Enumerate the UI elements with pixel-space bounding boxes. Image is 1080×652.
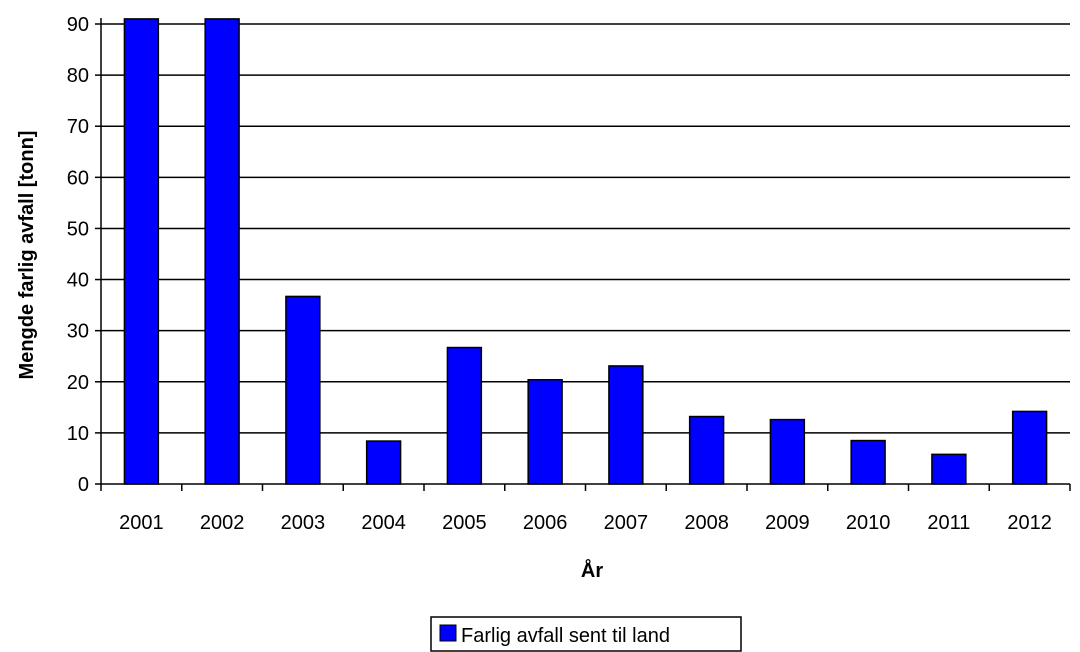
legend: Farlig avfall sent til land — [430, 616, 742, 652]
y-tick-label: 80 — [67, 65, 89, 87]
gridlines — [101, 23, 1070, 434]
x-tick-label: 2012 — [1007, 512, 1052, 534]
bar — [608, 365, 644, 485]
y-tick-label: 90 — [67, 14, 89, 36]
x-axis-title: År — [581, 558, 603, 582]
y-tick-label: 60 — [67, 167, 89, 189]
bar — [365, 440, 402, 485]
bar — [1011, 410, 1048, 485]
bar — [285, 295, 321, 485]
x-tick-label: 2002 — [200, 512, 245, 534]
y-tick-label: 70 — [67, 116, 89, 138]
bar — [931, 453, 967, 485]
bar — [850, 439, 886, 485]
bar — [446, 346, 483, 485]
y-axis-title: Mengde farlig avfall [tonn] — [16, 131, 38, 380]
x-tick-labels: 2001 2002 2003 2004 2005 2006 2007 2008 2009 2010… — [119, 512, 1052, 534]
bar — [688, 415, 725, 485]
legend-swatch — [439, 624, 457, 642]
x-tick-label: 2009 — [765, 512, 810, 534]
y-tick-label: 50 — [67, 218, 89, 240]
x-tick-label: 2003 — [281, 512, 326, 534]
x-tick-label: 2004 — [361, 512, 406, 534]
y-tick-label: 40 — [67, 270, 89, 292]
x-tick-label: 2010 — [846, 512, 891, 534]
y-tick-label: 20 — [67, 372, 89, 394]
x-tick-label: 2006 — [523, 512, 568, 534]
x-tick-label: 2007 — [604, 512, 649, 534]
bar — [769, 418, 806, 485]
y-tick-label: 0 — [78, 474, 89, 496]
y-tick-labels: 0 10 20 30 40 50 60 70 80 90 — [67, 14, 89, 496]
x-tick-label: 2005 — [442, 512, 487, 534]
axes — [95, 18, 1071, 491]
y-tick-label: 10 — [67, 423, 89, 445]
x-tick-label: 2011 — [927, 512, 970, 534]
x-tick-label: 2008 — [684, 512, 729, 534]
x-tick-label: 2001 — [119, 512, 164, 534]
legend-label: Farlig avfall sent til land — [461, 625, 670, 647]
y-tick-label: 30 — [67, 321, 89, 343]
bar — [527, 378, 563, 485]
legend-border — [430, 616, 742, 652]
bars — [123, 18, 1048, 485]
bar — [204, 18, 240, 485]
bar — [123, 18, 160, 485]
